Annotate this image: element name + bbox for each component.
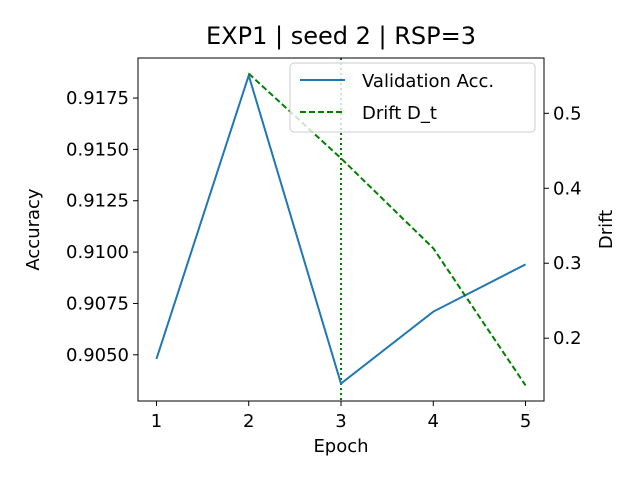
legend-label-validation: Validation Acc. [362, 71, 494, 92]
y-axis-label: Accuracy [23, 188, 44, 271]
y-axis-right: 0.2 0.3 0.4 0.5 [544, 103, 582, 349]
legend-box [289, 62, 536, 133]
series-line-0 [155, 72, 527, 386]
y-tick-label: 0.9150 [66, 139, 129, 160]
y-tick-label: 0.9050 [66, 345, 129, 366]
y-tick-label: 0.9075 [66, 293, 129, 314]
x-axis-label: Epoch [313, 436, 368, 457]
x-tick-label: 5 [520, 411, 531, 432]
y-tick-label: 0.9175 [66, 88, 129, 109]
legend-label-drift: Drift D_t [362, 103, 437, 124]
y2-tick-label: 0.3 [553, 253, 582, 274]
y2-tick-label: 0.5 [553, 103, 582, 124]
y2-axis-label: Drift [596, 210, 617, 249]
x-axis: 1 2 3 4 5 [151, 401, 531, 432]
y2-tick-label: 0.4 [553, 178, 582, 199]
legend: Validation Acc. Drift D_t [289, 62, 536, 133]
y-axis-left: 0.9050 0.9075 0.9100 0.9125 0.9150 0.9175 [66, 88, 138, 366]
chart-title: EXP1 | seed 2 | RSP=3 [206, 22, 476, 50]
x-tick-label: 1 [151, 411, 162, 432]
x-tick-label: 2 [243, 411, 254, 432]
series-line-1 [248, 72, 527, 386]
x-tick-label: 3 [335, 411, 346, 432]
y-tick-label: 0.9125 [66, 191, 129, 212]
y2-tick-label: 0.2 [553, 328, 582, 349]
x-tick-label: 4 [428, 411, 439, 432]
plot-lines [155, 58, 527, 401]
y-tick-label: 0.9100 [66, 242, 129, 263]
